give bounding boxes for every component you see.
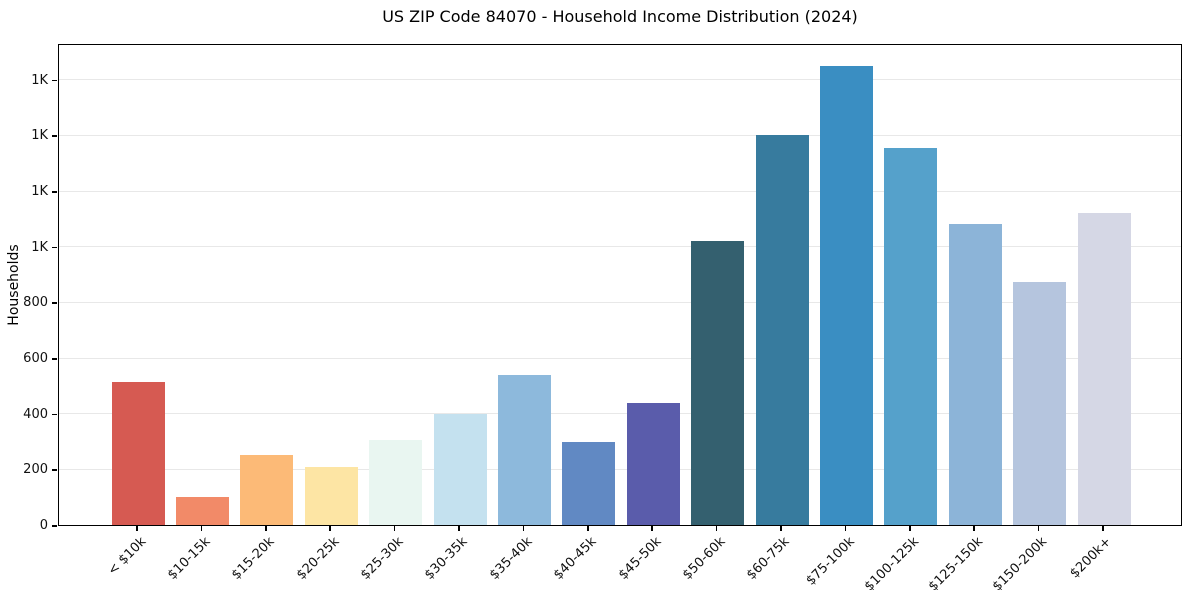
y-tick-mark [52, 302, 57, 304]
bar-10-15k [175, 497, 229, 525]
bar-75-100k [819, 65, 873, 525]
y-tick-mark [52, 135, 57, 137]
y-tick-label: 1K [31, 184, 48, 200]
bar-45-50k [626, 402, 680, 525]
x-tick-mark [329, 526, 331, 531]
x-tick-label: $10-15k [164, 534, 214, 583]
bar-10k [111, 381, 165, 525]
x-tick-mark [1037, 526, 1040, 531]
y-tick-label: 1K [31, 128, 48, 144]
x-tick-label: $25-30k [358, 534, 407, 583]
y-tick-label: 1K [31, 239, 48, 255]
x-tick-label: $50-60k [680, 534, 729, 583]
x-tick-label: $150-200k [990, 534, 1051, 590]
x-tick-label: $30-35k [422, 534, 471, 583]
y-tick-label: 0 [39, 518, 48, 533]
x-tick-label: $45-50k [615, 534, 665, 583]
y-tick-label: 400 [23, 406, 48, 422]
x-tick-mark [522, 526, 525, 531]
y-tick-mark [52, 79, 57, 82]
x-tick-label: $60-75k [744, 534, 793, 583]
bar-125-150k [948, 224, 1002, 525]
bar-15-20k [240, 455, 294, 525]
x-tick-mark [393, 526, 396, 531]
x-tick-mark [715, 526, 718, 531]
x-tick-mark [136, 526, 138, 531]
x-tick-label: $100-125k [861, 534, 922, 590]
gridline [59, 246, 1181, 248]
x-tick-label: $40-45k [551, 534, 600, 583]
y-tick-label: 600 [23, 351, 48, 367]
chart-title: US ZIP Code 84070 - Household Income Dis… [382, 7, 858, 26]
y-tick-label: 1K [31, 72, 48, 88]
gridline [59, 79, 1181, 81]
gridline [59, 301, 1181, 303]
bar-50-60k [691, 241, 745, 525]
x-tick-label: $20-25k [293, 534, 343, 583]
x-tick-mark [973, 526, 975, 531]
x-tick-mark [909, 526, 911, 531]
gridline [59, 357, 1181, 359]
bar-35-40k [497, 374, 551, 525]
y-tick-mark [52, 413, 57, 416]
x-tick-mark [458, 526, 460, 531]
x-tick-label: $75-100k [802, 534, 858, 589]
y-axis-label: Households [6, 244, 22, 326]
bar-60-75k [755, 135, 809, 525]
gridline [59, 468, 1181, 470]
plot-area [58, 44, 1182, 526]
x-tick-label: < $10k [104, 534, 149, 579]
x-tick-mark [651, 526, 653, 531]
x-tick-mark [780, 526, 782, 531]
bar-30-35k [433, 413, 487, 525]
x-tick-mark [1102, 526, 1104, 531]
y-tick-mark [52, 525, 57, 527]
x-tick-label: $15-20k [229, 534, 278, 583]
y-tick-label: 200 [23, 462, 48, 478]
x-tick-label: $125-150k [925, 534, 987, 590]
y-tick-label: 800 [23, 295, 48, 311]
x-tick-mark [265, 526, 267, 531]
x-tick-label: $200k+ [1067, 534, 1115, 582]
bar-100-125k [884, 147, 938, 525]
gridline [59, 190, 1181, 192]
bar-200k [1077, 213, 1131, 525]
bar-40-45k [562, 441, 616, 525]
x-tick-mark [844, 526, 847, 531]
bar-150-200k [1013, 281, 1067, 525]
y-tick-mark [52, 469, 57, 471]
x-tick-mark [587, 526, 589, 531]
gridline [59, 134, 1181, 136]
bar-20-25k [304, 466, 358, 525]
y-tick-mark [52, 246, 57, 249]
x-tick-mark [200, 526, 203, 531]
gridline [59, 413, 1181, 415]
y-tick-mark [52, 191, 57, 193]
x-tick-label: $35-40k [486, 534, 536, 583]
y-tick-mark [52, 358, 57, 360]
bar-25-30k [369, 440, 423, 525]
